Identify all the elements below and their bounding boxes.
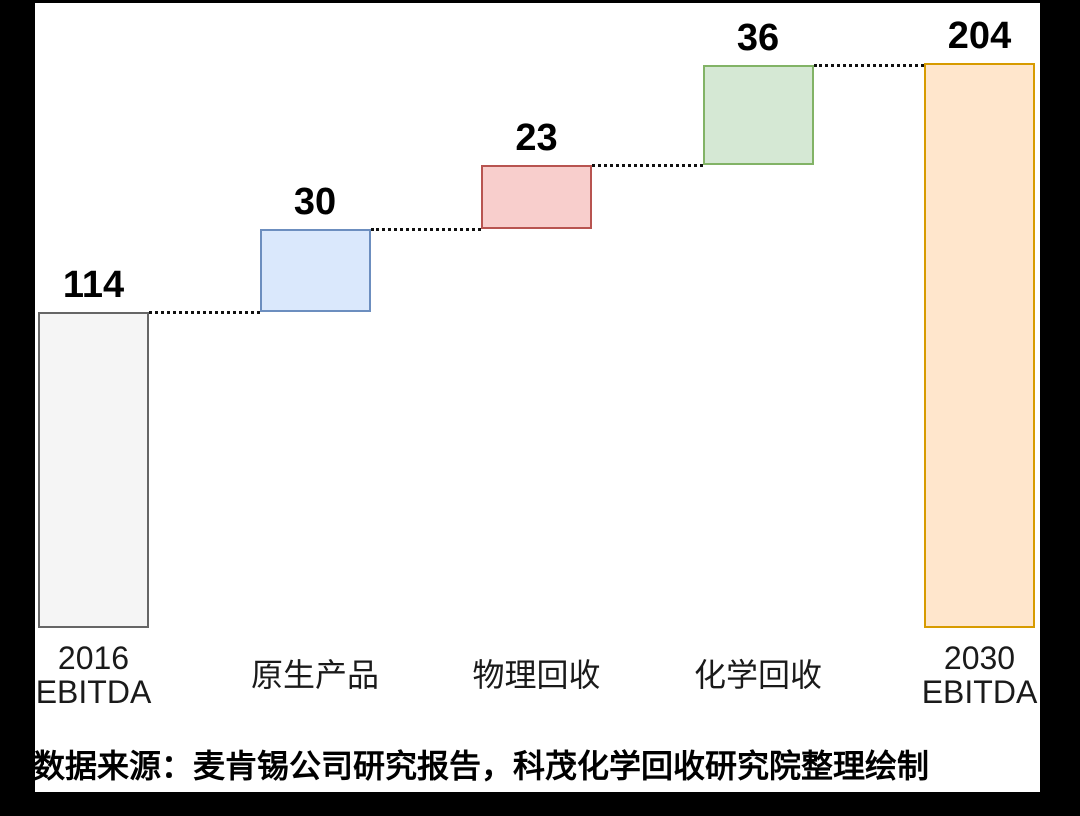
dotted-connector-line bbox=[370, 227, 481, 231]
category-label-line: 2016 bbox=[57, 640, 130, 677]
dotted-connector-line bbox=[592, 164, 703, 168]
category-label: 原生产品 bbox=[200, 641, 430, 711]
category-label-line: 2030 bbox=[943, 640, 1016, 677]
waterfall-bar-化学回收 bbox=[702, 65, 814, 166]
category-label-line: EBITDA bbox=[35, 674, 152, 710]
dotted-connector-line bbox=[149, 310, 260, 314]
source-note: 数据来源：麦肯锡公司研究报告，科茂化学回收研究院整理绘制 bbox=[35, 748, 930, 784]
waterfall-bar-原生产品 bbox=[259, 228, 371, 312]
category-label: 2030 EBITDA bbox=[865, 641, 1041, 711]
value-label: 23 bbox=[515, 117, 558, 160]
waterfall-bar-2016-ebitda bbox=[38, 311, 149, 628]
chart-canvas: 114 2016 EBITDA 30 原生产品 23 物理回收 36 化学回收 204 2030 EB… bbox=[35, 3, 1040, 792]
value-label: 114 bbox=[62, 264, 125, 306]
value-label: 30 bbox=[293, 180, 337, 223]
category-label: 2016 EBITDA bbox=[35, 641, 209, 711]
category-label-line: 物理回收 bbox=[472, 657, 601, 694]
category-label-line: 化学回收 bbox=[693, 657, 822, 694]
category-label: 化学回收 bbox=[643, 641, 873, 711]
value-label: 204 bbox=[947, 14, 1012, 57]
waterfall-bar-2030-ebitda bbox=[924, 62, 1035, 628]
dotted-connector-line bbox=[813, 64, 924, 68]
value-label: 36 bbox=[736, 17, 780, 60]
waterfall-bar-物理回收 bbox=[481, 165, 592, 229]
category-label: 物理回收 bbox=[422, 641, 652, 711]
category-label-line: 原生产品 bbox=[250, 657, 379, 694]
category-label-line: EBITDA bbox=[921, 674, 1038, 710]
waterfall-chart: 114 2016 EBITDA 30 原生产品 23 物理回收 36 化学回收 204 2030 EB… bbox=[35, 3, 1040, 792]
